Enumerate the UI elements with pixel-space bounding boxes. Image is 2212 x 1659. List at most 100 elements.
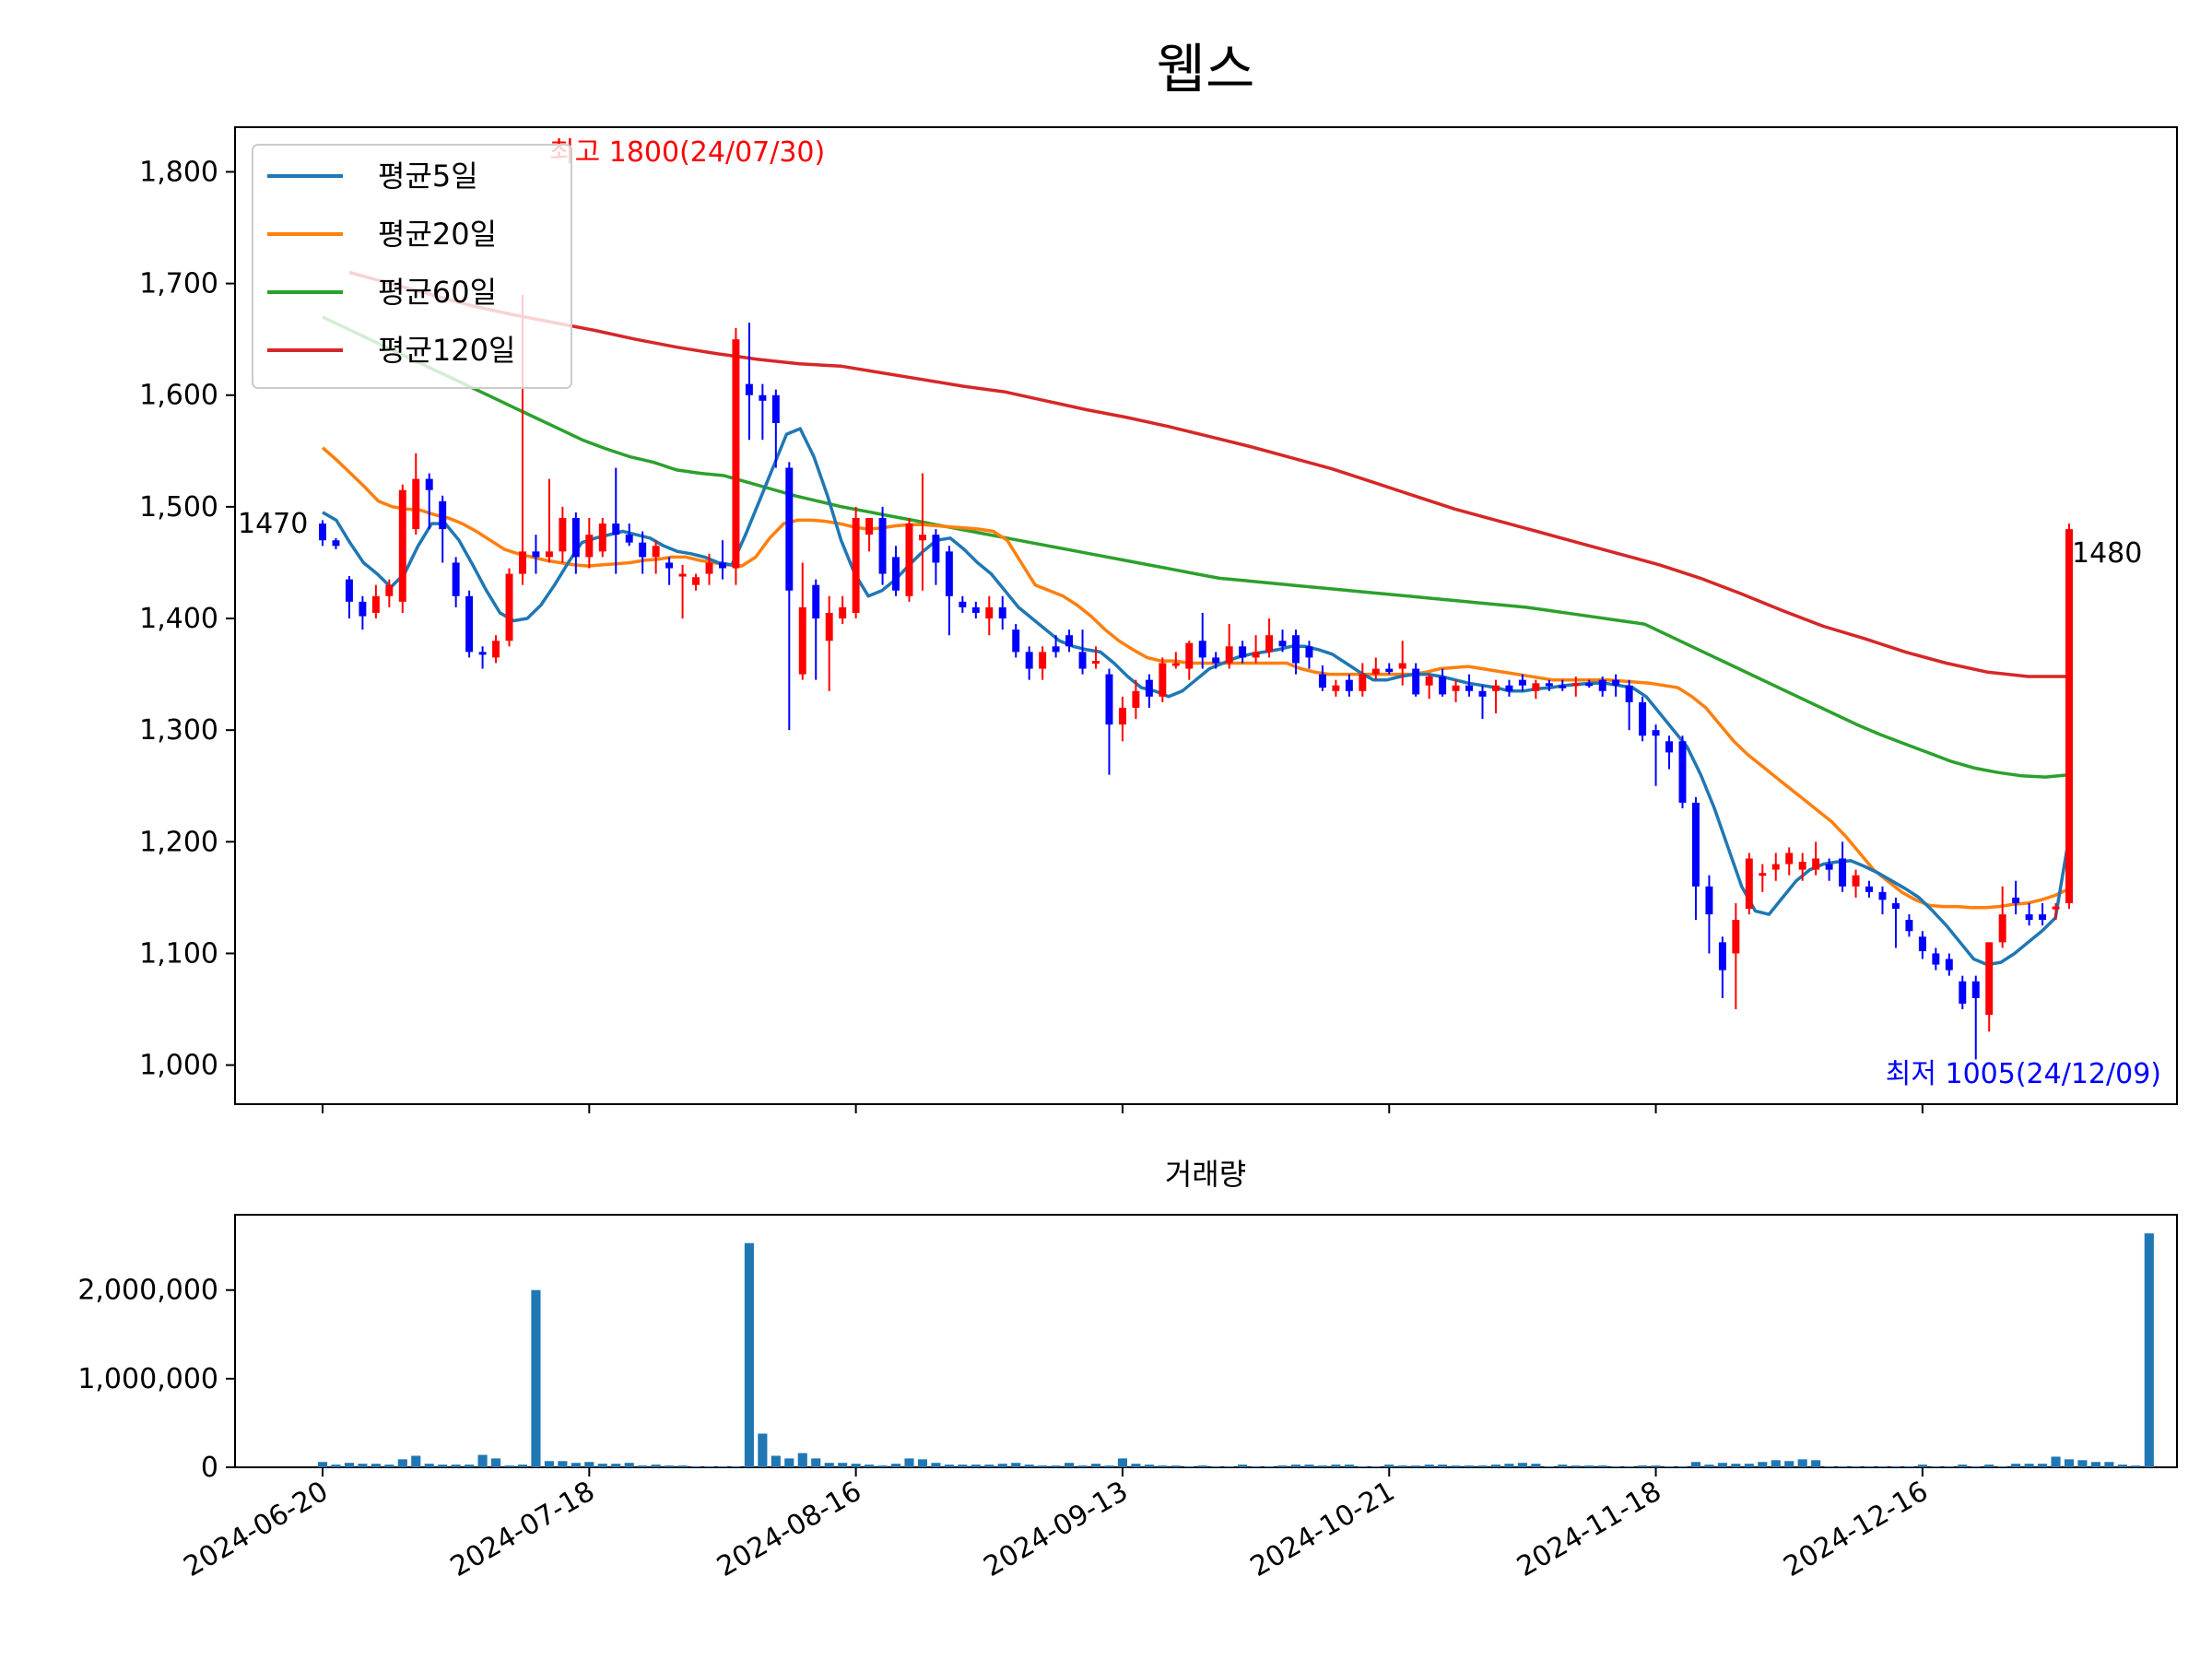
volume-y-axis: 0 1,000,000 2,000,000	[77, 1275, 235, 1484]
candle-body	[1945, 959, 1953, 971]
volume-bar	[1411, 1465, 1421, 1467]
candle-body	[1491, 685, 1500, 691]
volume-bar	[1438, 1465, 1448, 1467]
legend-label-4: 평균120일	[378, 333, 515, 368]
volume-bar	[1477, 1465, 1488, 1467]
volume-bars	[317, 1233, 2154, 1467]
candle-body	[678, 573, 687, 577]
volume-bar	[1184, 1466, 1194, 1467]
volume-bar	[2117, 1465, 2127, 1467]
volume-bar	[2144, 1233, 2154, 1467]
candle-body	[571, 518, 580, 558]
candle-body	[371, 595, 380, 613]
x-tick-label: 2024-08-16	[712, 1476, 866, 1583]
volume-bar	[1358, 1466, 1368, 1467]
volume-bar	[1824, 1466, 1834, 1467]
volume-bar	[397, 1459, 407, 1467]
legend-box	[252, 144, 572, 389]
volume-bar	[517, 1465, 528, 1467]
volume-bar	[638, 1465, 648, 1467]
candle-body	[1918, 936, 1926, 952]
volume-bar	[1104, 1465, 1114, 1467]
candle-body	[625, 535, 633, 543]
volume-bar	[1051, 1465, 1061, 1467]
x-tick-label: 2024-07-18	[445, 1476, 600, 1583]
candle-body	[1278, 641, 1287, 647]
volume-bar	[1931, 1466, 1941, 1467]
volume-bar	[1090, 1464, 1101, 1467]
volume-bar	[1917, 1465, 1927, 1467]
volume-bar	[1211, 1466, 1221, 1467]
volume-bar	[1158, 1465, 1168, 1467]
volume-bar	[624, 1463, 634, 1467]
volume-bar	[984, 1465, 994, 1467]
volume-bar	[344, 1463, 354, 1467]
volume-bar	[1317, 1465, 1327, 1467]
candle-body	[1265, 635, 1274, 653]
x-tick-label: 2024-10-21	[1245, 1476, 1400, 1583]
volume-bar	[944, 1465, 954, 1467]
candle-body	[412, 478, 420, 530]
price-y-tick-label: 1,600	[139, 380, 218, 412]
candle-body	[2025, 914, 2033, 921]
candle-body	[1891, 902, 1900, 909]
volume-bar	[411, 1455, 421, 1467]
candle-body	[1039, 652, 1047, 669]
volume-bar	[2064, 1459, 2075, 1467]
volume-bar	[838, 1463, 848, 1467]
ma120-line	[348, 270, 2069, 678]
candle-body	[425, 478, 433, 490]
candle-body	[745, 383, 753, 395]
volume-bar	[1077, 1465, 1088, 1467]
volume-bar	[1864, 1466, 1875, 1467]
volume-bar	[1144, 1465, 1154, 1467]
volume-bar	[504, 1465, 514, 1467]
candle-body	[1385, 668, 1394, 673]
volume-bar	[1704, 1465, 1714, 1467]
candle-body	[1639, 701, 1647, 736]
candle-body	[918, 535, 926, 541]
volume-bar	[771, 1455, 781, 1467]
volume-bar	[917, 1459, 928, 1467]
ma60-line	[322, 315, 2070, 779]
candle-body	[1839, 858, 1847, 887]
volume-bar	[465, 1465, 475, 1467]
volume-y-tick-label: 0	[201, 1452, 218, 1484]
candle-body	[1798, 862, 1806, 870]
volume-bar	[424, 1464, 434, 1467]
volume-bar	[1944, 1466, 1954, 1467]
candle-body	[1252, 652, 1260, 658]
candle-body	[732, 339, 740, 569]
candle-body	[612, 524, 620, 535]
volume-bar	[384, 1465, 394, 1467]
volume-bar	[1717, 1463, 1727, 1467]
candle-body	[1118, 707, 1126, 725]
x-tick-label: 2024-11-18	[1512, 1476, 1666, 1583]
candle-body	[1705, 886, 1713, 915]
volume-bar	[865, 1465, 875, 1467]
volume-bar	[1331, 1465, 1341, 1467]
candle-body	[2012, 897, 2020, 903]
candle-body	[878, 518, 887, 574]
price-y-tick-label: 1,400	[139, 603, 218, 635]
candle-body	[505, 573, 513, 641]
candle-body	[1559, 685, 1567, 688]
volume-bar	[1344, 1465, 1354, 1467]
volume-bar	[690, 1466, 701, 1467]
volume-bar	[1038, 1465, 1048, 1467]
candle-body	[1359, 674, 1367, 691]
volume-bar	[1011, 1463, 1021, 1467]
volume-bar	[1264, 1466, 1275, 1467]
volume-bar	[2011, 1464, 2021, 1467]
candle-body	[1598, 679, 1606, 691]
x-tick-label: 2024-12-16	[1778, 1476, 1933, 1583]
candle-body	[1105, 674, 1113, 725]
volume-bar	[665, 1465, 675, 1467]
x-tick-label: 2024-09-13	[978, 1476, 1133, 1583]
volume-bar	[1065, 1463, 1075, 1467]
volume-y-tick-label: 1,000,000	[77, 1363, 218, 1395]
volume-bar	[1997, 1466, 2007, 1467]
volume-bar	[1971, 1466, 1981, 1467]
volume-bar	[997, 1464, 1007, 1467]
